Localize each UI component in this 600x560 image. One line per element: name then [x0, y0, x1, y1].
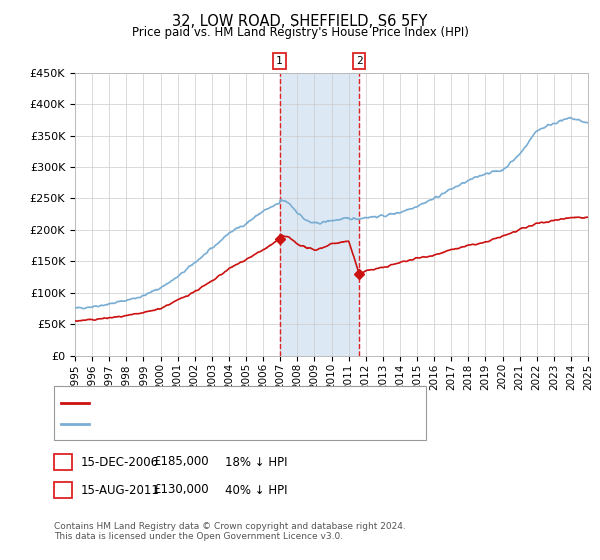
Text: HPI: Average price, detached house, Sheffield: HPI: Average price, detached house, Shef… [93, 419, 344, 430]
Text: 32, LOW ROAD, SHEFFIELD, S6 5FY: 32, LOW ROAD, SHEFFIELD, S6 5FY [172, 14, 428, 29]
Text: £130,000: £130,000 [153, 483, 209, 497]
Text: 32, LOW ROAD, SHEFFIELD, S6 5FY (detached house): 32, LOW ROAD, SHEFFIELD, S6 5FY (detache… [93, 398, 384, 408]
Bar [280, 73, 359, 356]
Text: Contains HM Land Registry data © Crown copyright and database right 2024.: Contains HM Land Registry data © Crown c… [54, 522, 406, 531]
Text: 15-DEC-2006: 15-DEC-2006 [81, 455, 159, 469]
Text: 18% ↓ HPI: 18% ↓ HPI [225, 455, 287, 469]
Text: 15-AUG-2011: 15-AUG-2011 [81, 483, 160, 497]
Text: 1: 1 [59, 455, 67, 469]
Text: 40% ↓ HPI: 40% ↓ HPI [225, 483, 287, 497]
Text: 2: 2 [59, 483, 67, 497]
Text: 1: 1 [276, 56, 283, 66]
Text: £185,000: £185,000 [153, 455, 209, 469]
Text: This data is licensed under the Open Government Licence v3.0.: This data is licensed under the Open Gov… [54, 532, 343, 541]
Text: 2: 2 [356, 56, 362, 66]
Text: Price paid vs. HM Land Registry's House Price Index (HPI): Price paid vs. HM Land Registry's House … [131, 26, 469, 39]
